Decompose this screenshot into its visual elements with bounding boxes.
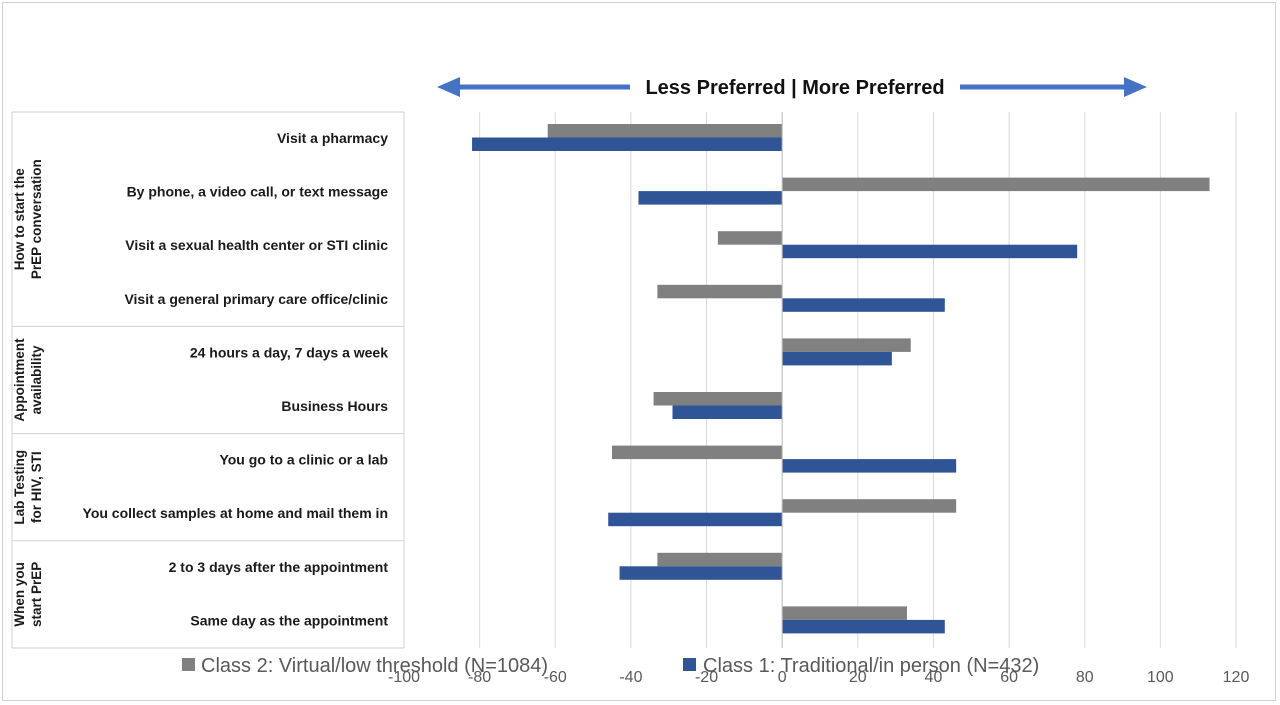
bar-class1 (782, 351, 892, 366)
x-tick-label: 20 (849, 669, 867, 686)
x-tick-labels: -100 -80 -60 -40 -20 0 20 40 60 80 100 120 (388, 669, 1249, 686)
bar-class2 (547, 124, 783, 138)
group-label: When you start PrEP (12, 562, 44, 627)
category-label: Visit a pharmacy (277, 130, 388, 146)
bar-class1 (782, 459, 957, 473)
category-label: Visit a sexual health center or STI clin… (125, 237, 388, 253)
category-label: 2 to 3 days after the appointment (169, 559, 389, 575)
preference-banner: Less Preferred | More Preferred (437, 77, 1147, 99)
x-tick-label: -60 (544, 669, 567, 686)
category-labels: Visit a pharmacy By phone, a video call, … (83, 130, 389, 628)
bar-class1 (472, 137, 783, 151)
x-tick-label: -80 (468, 669, 491, 686)
category-label: You go to a clinic or a lab (219, 452, 388, 468)
bars (472, 112, 1210, 648)
legend-swatch (182, 658, 195, 671)
category-label: Same day as the appointment (190, 612, 388, 628)
category-label: Visit a general primary care office/clin… (124, 291, 388, 307)
bar-class1 (782, 244, 1078, 259)
bar-class1 (638, 191, 783, 205)
bar-class2 (782, 177, 1210, 192)
right-arrow-head-icon (1124, 77, 1147, 97)
bar-class1 (782, 619, 945, 634)
bar-class2 (782, 606, 907, 620)
x-tick-label: 80 (1076, 669, 1094, 686)
legend: Class 2: Virtual/low threshold (N=1084) C… (182, 655, 1039, 677)
x-tick-label: -20 (695, 669, 718, 686)
category-label: 24 hours a day, 7 days a week (190, 344, 388, 360)
gridlines (403, 112, 1237, 648)
x-tick-label: 100 (1147, 669, 1174, 686)
bar-class2 (653, 392, 783, 406)
x-tick-label: 40 (925, 669, 943, 686)
group-labels: How to start the PrEP conversation Appoint… (12, 159, 44, 627)
group-label: Lab Testing for HIV, STI (12, 450, 44, 525)
bar-class1 (608, 512, 783, 527)
x-tick-label: 120 (1223, 669, 1250, 686)
x-tick-label: -100 (388, 669, 420, 686)
bar-class1 (619, 566, 783, 580)
bar-class2 (782, 499, 957, 513)
bar-class1 (782, 298, 945, 312)
left-arrow-head-icon (437, 77, 460, 97)
bar-class2 (612, 445, 783, 460)
bar-class1 (672, 405, 783, 419)
bar-class2 (657, 284, 783, 299)
legend-label: Class 1: Traditional/in person (N=432) (703, 655, 1039, 677)
group-label: How to start the PrEP conversation (12, 159, 44, 279)
legend-label: Class 2: Virtual/low threshold (N=1084) (201, 655, 548, 677)
category-label: By phone, a video call, or text message (127, 184, 389, 200)
bar-class2 (782, 338, 911, 352)
group-label: Appointment availability (12, 338, 44, 422)
bar-class2 (657, 552, 783, 567)
group-separators (11, 111, 405, 649)
x-tick-label: 60 (1000, 669, 1018, 686)
category-label: You collect samples at home and mail the… (83, 505, 388, 521)
bar-class2 (717, 231, 783, 245)
x-tick-label: 0 (778, 669, 787, 686)
category-label: Business Hours (281, 398, 388, 414)
banner-text: Less Preferred | More Preferred (645, 77, 944, 99)
legend-swatch (683, 658, 696, 671)
x-tick-label: -40 (619, 669, 642, 686)
